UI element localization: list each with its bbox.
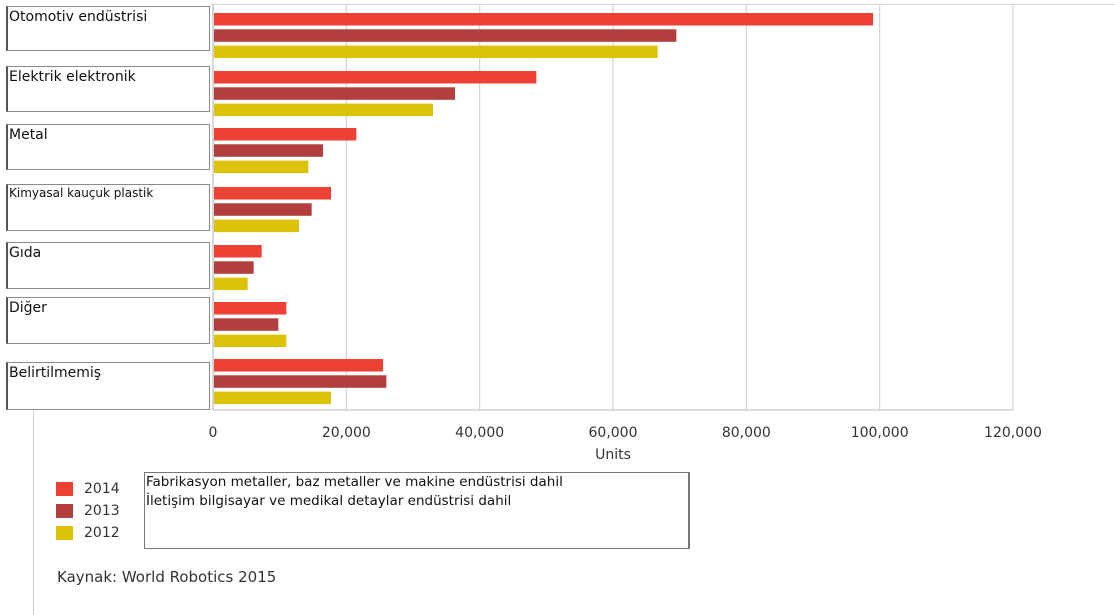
bar-2014 xyxy=(214,187,331,200)
legend-item-2014: 2014 xyxy=(56,478,120,500)
bar-2012 xyxy=(214,277,248,291)
frame-line xyxy=(33,400,34,615)
category-label: Gıda xyxy=(6,242,210,289)
bar-2013 xyxy=(214,261,254,274)
category-label: Otomotiv endüstrisi xyxy=(6,6,210,51)
legend-label: 2012 xyxy=(84,525,120,541)
x-tick-label: 120,000 xyxy=(984,425,1042,441)
legend-label: 2013 xyxy=(84,503,120,519)
x-tick-label: 80,000 xyxy=(722,425,771,441)
x-tick-label: 40,000 xyxy=(455,425,504,441)
category-label: Metal xyxy=(6,124,210,170)
source-text: Kaynak: World Robotics 2015 xyxy=(57,568,277,586)
bar-2014 xyxy=(214,245,262,258)
bar-2013 xyxy=(214,203,312,216)
bar-2013 xyxy=(214,375,387,388)
bar-2013 xyxy=(214,318,279,331)
top-rule xyxy=(211,4,1115,5)
bar-2012 xyxy=(214,160,309,174)
bar-2014 xyxy=(214,359,383,372)
bar-2014 xyxy=(214,13,873,26)
bar-2012 xyxy=(214,334,287,348)
bar-2013 xyxy=(214,87,455,100)
legend-item-2012: 2012 xyxy=(56,522,120,544)
x-axis-label: Units xyxy=(595,447,631,463)
legend-item-2013: 2013 xyxy=(56,500,120,522)
note-line: İletişim bilgisayar ve medikal detaylar … xyxy=(146,493,512,509)
bar-2014 xyxy=(214,71,537,84)
bars xyxy=(214,13,873,405)
bar-2014 xyxy=(214,128,357,141)
bar-2012 xyxy=(214,219,299,233)
x-tick-label: 100,000 xyxy=(851,425,909,441)
bar-2012 xyxy=(214,391,331,405)
bar-2013 xyxy=(214,29,677,42)
bar-2012 xyxy=(214,103,433,117)
legend-swatch xyxy=(56,504,73,518)
notes-box: Fabrikasyon metaller, baz metaller ve ma… xyxy=(144,472,690,549)
x-tick-labels: 0 20,000 40,000 60,000 80,000 100,000 120,000 xyxy=(209,425,1042,441)
bar-2013 xyxy=(214,144,323,157)
note-line: Fabrikasyon metaller, baz metaller ve ma… xyxy=(146,474,563,490)
category-label: Elektrik elektronik xyxy=(6,66,210,112)
x-tick-label: 0 xyxy=(209,425,218,441)
bar-2012 xyxy=(214,45,658,59)
x-tick-label: 60,000 xyxy=(589,425,638,441)
legend-swatch xyxy=(56,482,73,496)
bar-2014 xyxy=(214,302,287,315)
category-label: Diğer xyxy=(6,297,210,344)
gridlines xyxy=(212,5,1014,411)
legend: 2014 2013 2012 xyxy=(56,478,120,544)
x-tick-label: 20,000 xyxy=(322,425,371,441)
legend-swatch xyxy=(56,526,73,540)
bar-chart: 0 20,000 40,000 60,000 80,000 100,000 120,000 … xyxy=(209,5,1042,463)
legend-label: 2014 xyxy=(84,481,120,497)
category-label: Belirtilmemiş xyxy=(6,362,210,410)
category-label: Kimyasal kauçuk plastik xyxy=(6,184,210,231)
